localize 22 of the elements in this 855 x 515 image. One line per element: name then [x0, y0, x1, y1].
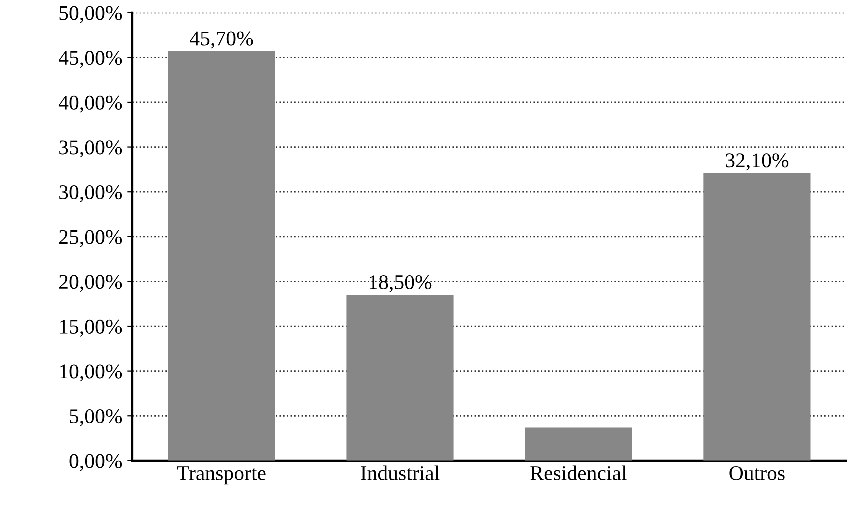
x-tick-label: Residencial: [530, 466, 627, 480]
y-tick-label: 5,00%: [70, 409, 122, 427]
y-tick-label: 30,00%: [60, 185, 122, 203]
bar: [346, 295, 454, 461]
bar: [168, 51, 276, 461]
data-label: 45,70%: [190, 32, 254, 49]
y-tick-label: 40,00%: [58, 96, 122, 113]
data-label: 32,10%: [726, 154, 789, 171]
x-tick-label: Industrial: [361, 466, 440, 480]
x-tick-label: Transporte: [177, 466, 266, 485]
x-tick-label: Outros: [730, 466, 785, 480]
y-tick-label: 50,00%: [60, 6, 122, 24]
y-tick-label: 15,00%: [60, 320, 122, 337]
y-tick-label: 45,00%: [58, 51, 122, 68]
y-tick-label: 0,00%: [70, 454, 122, 472]
y-tick-label: 25,00%: [59, 230, 122, 248]
y-tick-label: 10,00%: [60, 364, 122, 382]
bar: [704, 173, 811, 461]
y-tick-label: 35,00%: [60, 140, 122, 158]
data-label: 18,50%: [370, 275, 432, 293]
bar: [525, 428, 632, 461]
y-tick-label: 20,00%: [59, 275, 122, 292]
